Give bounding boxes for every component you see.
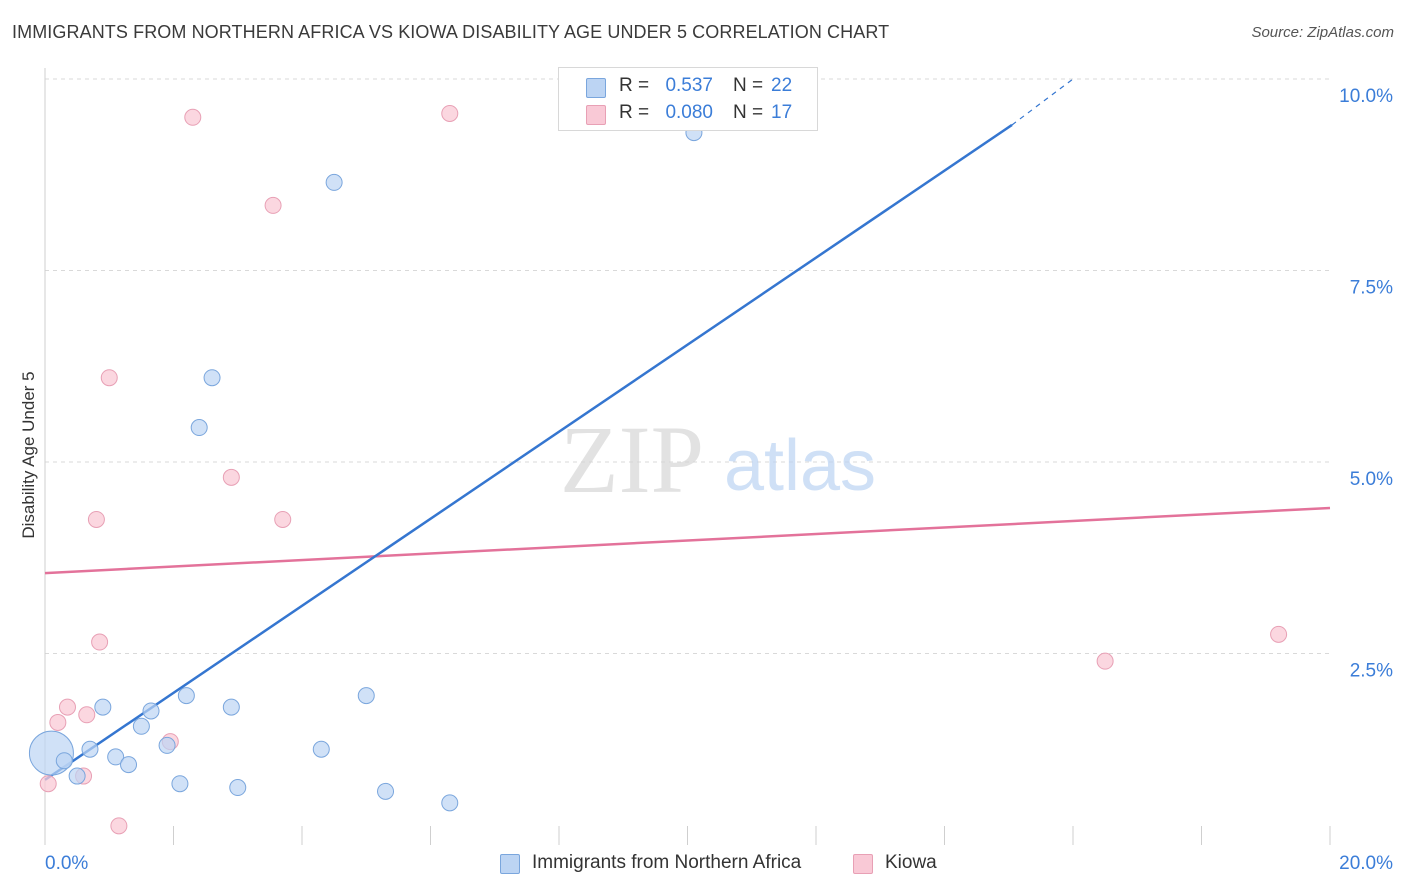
kiowa-point — [39, 775, 57, 793]
bottom-legend-swatch-blue — [500, 854, 520, 874]
legend-row-northern-africa: R = 0.537 N = 22 — [559, 74, 817, 100]
legend-swatch-blue — [586, 78, 606, 98]
watermark: ZIP atlas — [560, 406, 876, 513]
northern-africa-point — [142, 702, 160, 720]
legend-r-value: 0.080 — [665, 102, 713, 123]
northern-africa-trend-extension — [1011, 78, 1074, 126]
x-tick-label: 0.0% — [45, 853, 88, 874]
northern-africa-point — [312, 740, 330, 758]
kiowa-point — [58, 698, 76, 716]
kiowa-point — [441, 104, 459, 122]
northern-africa-point — [177, 687, 195, 705]
y-tick-label: 7.5% — [1350, 278, 1393, 299]
northern-africa-point — [357, 687, 375, 705]
data-points — [28, 104, 1288, 835]
bottom-legend-label: Kiowa — [885, 852, 937, 873]
legend-swatch-pink — [586, 105, 606, 125]
northern-africa-point — [171, 775, 189, 793]
northern-africa-point — [158, 736, 176, 754]
watermark-atlas: atlas — [724, 426, 876, 506]
axes — [44, 68, 1331, 845]
kiowa-point — [87, 510, 105, 528]
source-label: Source: ZipAtlas.com — [1251, 24, 1394, 41]
y-tick-label: 10.0% — [1339, 86, 1393, 107]
northern-africa-point — [81, 740, 99, 758]
watermark-zip: ZIP — [560, 406, 704, 513]
legend-n-value: 22 — [771, 75, 793, 96]
kiowa-trend-line — [44, 506, 1331, 575]
legend-n-label: N = — [733, 75, 764, 96]
chart-title: IMMIGRANTS FROM NORTHERN AFRICA VS KIOWA… — [12, 22, 890, 42]
northern-africa-point — [68, 767, 86, 785]
northern-africa-point — [132, 717, 150, 735]
legend-n-value: 17 — [771, 102, 793, 123]
tick-labels: 2.5% 5.0% 7.5% 10.0% 0.0% 20.0% — [45, 86, 1393, 874]
x-tick-label: 20.0% — [1339, 853, 1393, 874]
northern-africa-point — [441, 794, 459, 812]
northern-africa-point — [222, 698, 240, 716]
kiowa-point — [264, 196, 282, 214]
legend-n-label: N = — [733, 102, 764, 123]
trend-lines — [44, 78, 1331, 781]
legend-r-label: R = — [619, 75, 650, 96]
kiowa-point — [91, 633, 109, 651]
kiowa-point — [1096, 652, 1114, 670]
northern-africa-point — [94, 698, 112, 716]
kiowa-point — [78, 706, 96, 724]
northern-africa-point — [120, 756, 138, 774]
northern-africa-point — [190, 419, 208, 437]
y-tick-label: 2.5% — [1350, 661, 1393, 682]
kiowa-point — [110, 817, 128, 835]
northern-africa-trend-line — [44, 123, 1013, 781]
northern-africa-point — [203, 369, 221, 387]
kiowa-point — [1270, 625, 1288, 643]
kiowa-point — [49, 713, 67, 731]
northern-africa-point — [229, 779, 247, 797]
legend-row-kiowa: R = 0.080 N = 17 — [559, 101, 817, 127]
northern-africa-point — [107, 748, 125, 766]
y-axis-label: Disability Age Under 5 — [19, 371, 38, 538]
kiowa-point — [184, 108, 202, 126]
bottom-legend-swatch-pink — [853, 854, 873, 874]
y-tick-label: 5.0% — [1350, 469, 1393, 490]
gridlines — [45, 78, 1330, 654]
legend-r-label: R = — [619, 102, 650, 123]
kiowa-point — [100, 369, 118, 387]
legend-r-value: 0.537 — [665, 75, 713, 96]
northern-africa-point — [55, 752, 73, 770]
correlation-legend: R = 0.537 N = 22 R = 0.080 N = 17 — [558, 67, 818, 131]
northern-africa-point — [377, 782, 395, 800]
bottom-legend-label: Immigrants from Northern Africa — [532, 852, 802, 873]
northern-africa-point — [325, 173, 343, 191]
kiowa-point — [274, 510, 292, 528]
kiowa-point — [222, 468, 240, 486]
